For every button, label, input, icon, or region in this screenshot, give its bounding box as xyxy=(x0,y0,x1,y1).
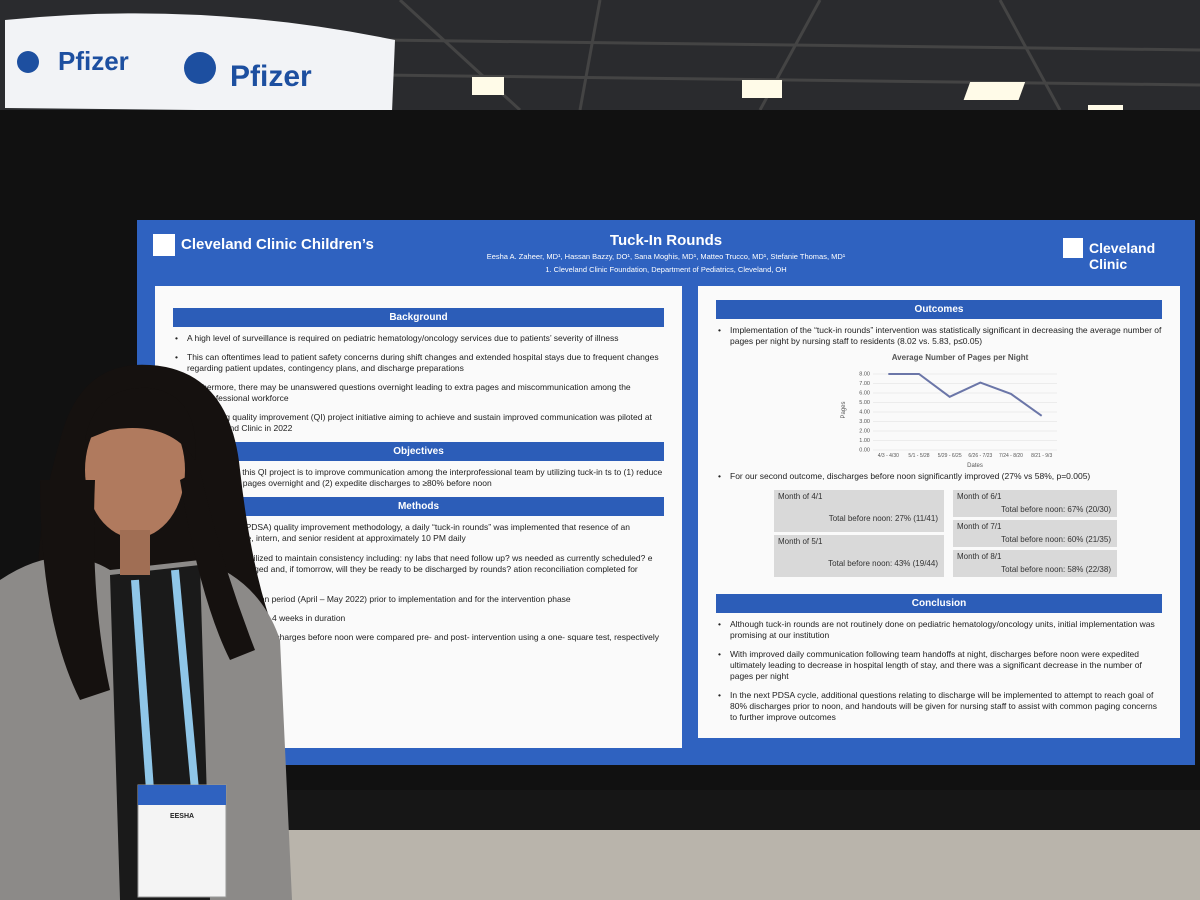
y-tick-label: 6.00 xyxy=(859,390,870,396)
logo-right: Cleveland Clinic xyxy=(1089,240,1156,272)
section-heading: Background xyxy=(173,308,664,327)
y-tick-label: 3.00 xyxy=(859,419,870,425)
section-heading: Outcomes xyxy=(716,300,1162,319)
month-cell: Month of 5/1 Total before noon: 43% (19/4… xyxy=(774,535,944,578)
bullet-text: Implementation of the “tuck-in rounds” i… xyxy=(718,325,1162,347)
month-label: Month of 8/1 xyxy=(957,552,1002,562)
section-heading: Objectives xyxy=(173,442,664,462)
data-line xyxy=(888,373,1043,417)
x-tick-label: 6/26 - 7/23 xyxy=(968,453,992,459)
y-tick-label: 2.00 xyxy=(859,428,870,434)
poster-title: Tuck-In Rounds xyxy=(609,232,723,249)
bullet-text: This can oftentimes lead to patient safe… xyxy=(175,352,664,374)
month-cell: Month of 7/1 Total before noon: 60% (21/3… xyxy=(953,520,1117,548)
sign-text: Pfizer xyxy=(230,60,312,93)
x-tick-label: 5/29 - 6/25 xyxy=(938,453,962,459)
y-tick-label: 8.00 xyxy=(859,371,870,377)
y-tick-label: 0.00 xyxy=(859,447,870,453)
month-table: Month of 4/1 Total before noon: 27% (11/4… xyxy=(716,490,1162,586)
poster: Cleveland Clinic Children’s Tuck-In Roun… xyxy=(137,220,1195,765)
x-tick-label: 4/3 - 4/30 xyxy=(878,453,899,459)
badge-name: EESHA xyxy=(170,813,194,820)
x-tick-label: 8/21 - 9/3 xyxy=(1031,453,1052,459)
month-total: Total before noon: 43% (19/44) xyxy=(828,559,938,569)
bullet-text: In the next PDSA cycle, additional quest… xyxy=(718,690,1162,723)
logo-left: Cleveland Clinic Children’s xyxy=(181,236,374,253)
chart-title: Average Number of Pages per Night xyxy=(892,353,1029,362)
bullet-text: For our second outcome, discharges befor… xyxy=(718,471,1162,482)
month-cell: Month of 8/1 Total before noon: 58% (22/3… xyxy=(953,550,1117,578)
y-tick-label: 1.00 xyxy=(859,438,870,444)
month-label: Month of 4/1 xyxy=(778,492,823,502)
month-cell: Month of 6/1 Total before noon: 67% (20/3… xyxy=(953,490,1117,518)
month-cell: Month of 4/1 Total before noon: 27% (11/4… xyxy=(774,490,944,533)
affiliation: 1. Cleveland Clinic Foundation, Departme… xyxy=(545,265,787,274)
right-panel: Outcomes Implementation of the “tuck-in r… xyxy=(698,286,1180,738)
y-tick-label: 7.00 xyxy=(859,381,870,387)
left-panel: Background A high level of surveillance i… xyxy=(155,286,682,748)
y-tick-label: 5.00 xyxy=(859,400,870,406)
month-label: Month of 5/1 xyxy=(778,537,823,547)
x-tick-label: 7/24 - 8/20 xyxy=(999,453,1023,459)
x-tick-label: 5/1 - 5/28 xyxy=(908,453,929,459)
section-heading: Methods xyxy=(173,497,664,517)
bullet-text: With improved daily communication follow… xyxy=(718,649,1162,682)
authors: Eesha A. Zaheer, MD¹, Hassan Bazzy, DO¹,… xyxy=(486,252,846,261)
y-axis-title: Pages xyxy=(841,401,847,418)
chart: Average Number of Pages per Night Dates … xyxy=(841,353,1057,469)
month-total: Total before noon: 27% (11/41) xyxy=(828,514,938,524)
bullet-text: Although tuck-in rounds are not routinel… xyxy=(718,619,1162,641)
x-axis-title: Dates xyxy=(967,463,983,469)
y-tick-label: 4.00 xyxy=(859,409,870,415)
sign-text: Pfizer xyxy=(58,46,129,76)
bullet-text: A high level of surveillance is required… xyxy=(175,333,664,344)
section-heading: Conclusion xyxy=(716,594,1162,614)
month-label: Month of 7/1 xyxy=(957,522,1002,532)
month-total: Total before noon: 67% (20/30) xyxy=(1001,505,1111,515)
month-total: Total before noon: 60% (21/35) xyxy=(1001,535,1111,545)
month-total: Total before noon: 58% (22/38) xyxy=(1001,565,1111,575)
month-label: Month of 6/1 xyxy=(957,492,1002,502)
